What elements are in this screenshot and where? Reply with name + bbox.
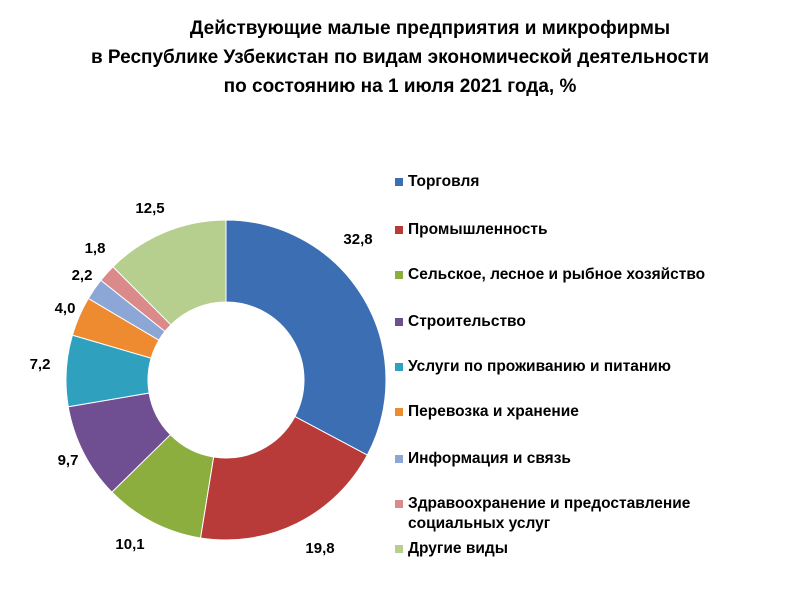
- chart-title-line-2: в Республике Узбекистан по видам экономи…: [90, 47, 710, 68]
- data-label-3: 9,7: [58, 452, 79, 469]
- legend-label-trade: Торговля: [408, 173, 480, 190]
- data-label-7: 1,8: [85, 240, 106, 257]
- legend-label-agriculture: Сельское, лесное и рыбное хозяйство: [408, 266, 706, 283]
- legend-item-health: Здравоохранение и предоставление социаль…: [395, 494, 795, 534]
- data-label-1: 19,8: [305, 540, 334, 557]
- legend-label-transport: Перевозка и хранение: [408, 403, 579, 420]
- legend-item-industry: Промышленность: [395, 220, 795, 240]
- legend-label-construction: Строительство: [408, 313, 526, 330]
- legend-swatch-agriculture: [395, 271, 403, 279]
- legend-label-ict: Информация и связь: [408, 450, 571, 467]
- chart-title-line-1: Действующие малые предприятия и микрофир…: [189, 18, 671, 39]
- legend-label-other: Другие виды: [408, 540, 508, 557]
- data-label-8: 12,5: [135, 200, 164, 217]
- legend-item-agriculture: Сельское, лесное и рыбное хозяйство: [395, 265, 795, 285]
- legend-label-industry: Промышленность: [408, 221, 548, 238]
- legend-swatch-accommodation: [395, 363, 403, 371]
- legend-swatch-transport: [395, 408, 403, 416]
- legend-label-accommodation: Услуги по проживанию и питанию: [408, 358, 672, 375]
- data-label-4: 7,2: [30, 356, 51, 373]
- legend-swatch-construction: [395, 318, 403, 326]
- legend-item-accommodation: Услуги по проживанию и питанию: [395, 357, 795, 377]
- legend-swatch-trade: [395, 178, 403, 186]
- legend-swatch-industry: [395, 226, 403, 234]
- data-label-0: 32,8: [343, 231, 372, 248]
- legend-swatch-ict: [395, 455, 403, 463]
- legend-item-other: Другие виды: [395, 539, 795, 559]
- legend-swatch-other: [395, 545, 403, 553]
- legend-item-construction: Строительство: [395, 312, 795, 332]
- donut-slice-0: [225, 219, 387, 456]
- legend-item-ict: Информация и связь: [395, 449, 795, 469]
- data-label-5: 4,0: [55, 300, 76, 317]
- legend-item-transport: Перевозка и хранение: [395, 402, 795, 422]
- data-label-2: 10,1: [115, 536, 144, 553]
- donut-slice-8: [112, 219, 227, 326]
- chart-title-line-3: по состоянию на 1 июля 2021 года, %: [223, 76, 577, 97]
- donut-slice-1: [199, 415, 368, 541]
- data-label-6: 2,2: [72, 267, 93, 284]
- legend-swatch-health: [395, 500, 403, 508]
- chart-title: Действующие малые предприятия и микрофир…: [0, 14, 800, 101]
- legend-label-health: Здравоохранение и предоставление социаль…: [408, 495, 691, 532]
- legend-item-trade: Торговля: [395, 172, 795, 192]
